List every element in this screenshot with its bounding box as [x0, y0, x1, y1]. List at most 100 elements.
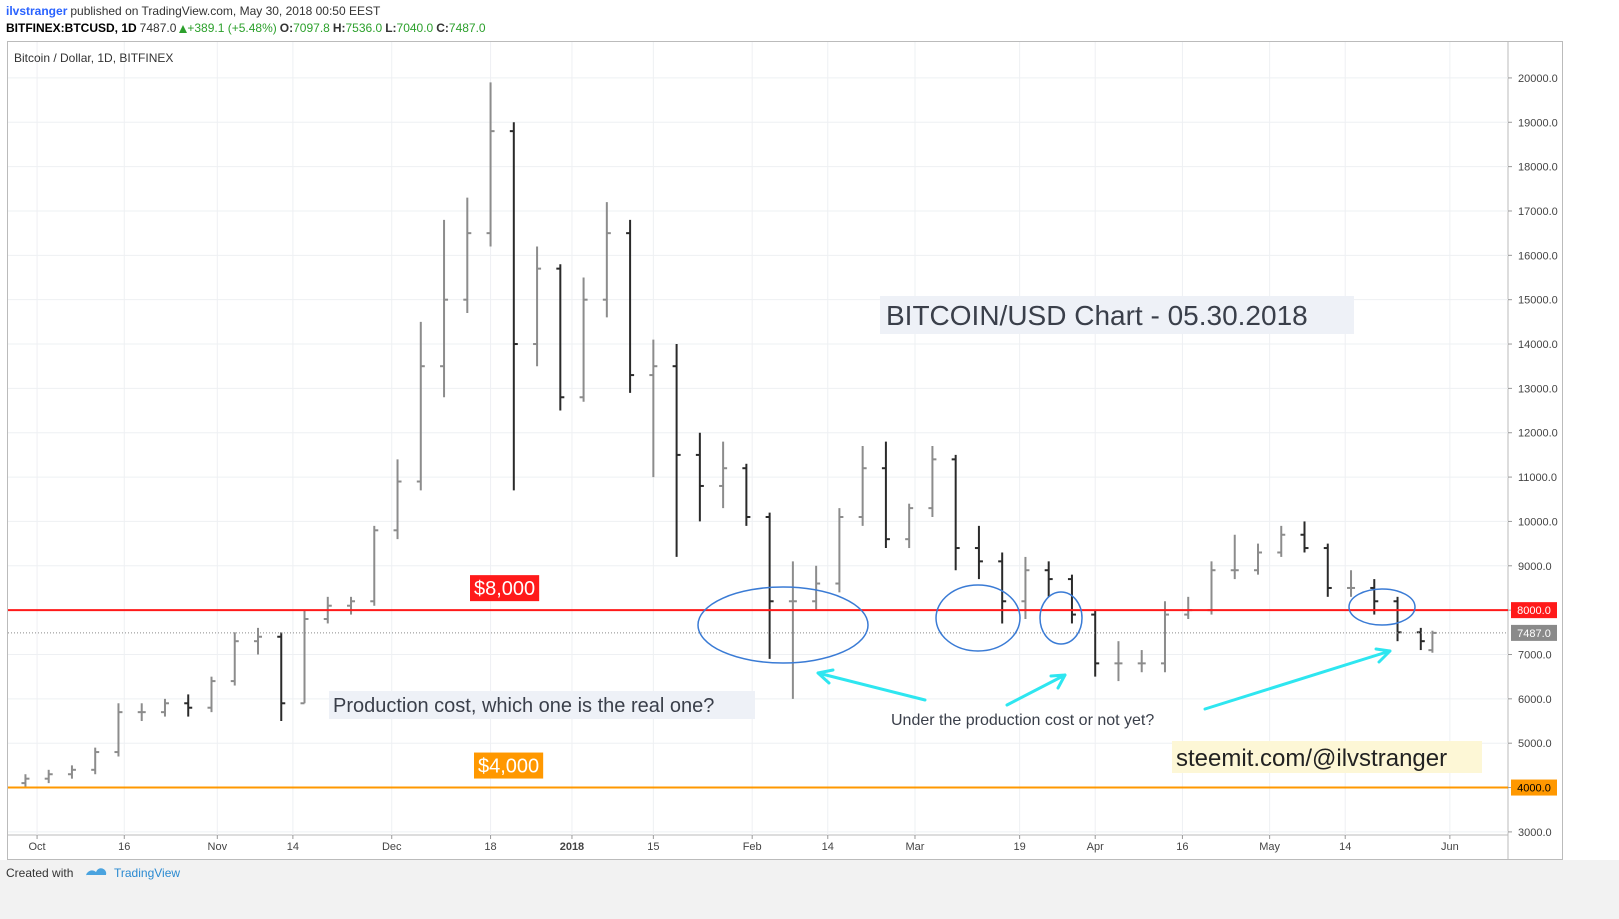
ohlc-bar — [277, 632, 286, 722]
up-arrow — [179, 24, 188, 33]
ohlc-bar — [137, 703, 146, 722]
y-tick-label: 14000.0 — [1518, 339, 1558, 351]
y-tick-label: 18000.0 — [1518, 162, 1558, 174]
y-tick-label: 7000.0 — [1518, 649, 1552, 661]
ohlc-bar — [300, 610, 309, 705]
ohlc-bar — [974, 525, 983, 580]
x-tick-label: 16 — [118, 841, 130, 853]
ohlc-bar — [695, 432, 704, 522]
ohlc-bar — [1323, 543, 1332, 597]
ohlc-bar — [905, 503, 914, 549]
ohlc-bar — [486, 82, 495, 247]
ohlc-bar — [1230, 534, 1239, 580]
ohlc-bar — [91, 747, 100, 775]
ohlc-bar — [742, 463, 751, 526]
ohlc-bar — [230, 632, 239, 686]
level-label-bg — [1511, 602, 1557, 619]
ohlc-bar — [160, 698, 169, 717]
author[interactable]: ilvstranger — [6, 4, 68, 18]
ohlc-bar — [881, 441, 890, 549]
c-label: C: — [436, 21, 449, 35]
y-tick-label: 17000.0 — [1518, 206, 1558, 218]
h-label: H: — [332, 21, 346, 35]
published: published on TradingView.com, May 30, 20… — [70, 4, 381, 18]
ohlc-bar — [440, 219, 449, 398]
x-tick-label: Feb — [743, 841, 762, 853]
ohlc-bar — [626, 219, 635, 393]
level-note-bg — [474, 752, 544, 779]
price-label-bg — [1511, 624, 1557, 641]
production-note-bg — [329, 691, 755, 719]
h: 7536.0 — [345, 21, 383, 35]
o: 7097.8 — [293, 21, 330, 35]
ohlc-bar — [672, 344, 681, 557]
y-tick-label: 12000.0 — [1518, 428, 1558, 440]
publish-line: ilvstranger published on TradingView.com,… — [6, 4, 383, 18]
ohlc-bar — [1393, 596, 1402, 642]
ohlc-bar — [812, 565, 821, 611]
x-tick-label: Nov — [208, 841, 228, 853]
last: 7487.0 — [139, 21, 177, 35]
footer-bg — [0, 860, 1619, 919]
ohlc-bar — [370, 525, 379, 606]
under-note: Under the production cost or not yet? — [891, 712, 1154, 729]
production-note: Production cost, which one is the real o… — [333, 695, 714, 717]
y-tick-label: 15000.0 — [1518, 295, 1558, 307]
footer-brand[interactable]: TradingView — [114, 866, 180, 880]
ohlc-bar — [579, 277, 588, 402]
circle — [935, 584, 1021, 652]
ohlc-bar — [602, 202, 611, 318]
steemit-bg — [1172, 741, 1482, 773]
ohlc-bar — [533, 246, 542, 367]
x-tick-label: 14 — [287, 841, 299, 853]
x-tick-label: 2018 — [560, 841, 584, 853]
ohlc-bar — [463, 197, 472, 313]
ohlc-bar — [1428, 630, 1437, 653]
ohlc-bar — [44, 769, 53, 784]
change: +389.1 (+5.48%) — [187, 21, 277, 35]
ohlc-bar — [1347, 570, 1356, 597]
circle — [1348, 588, 1416, 626]
ohlc-bar — [998, 552, 1007, 624]
pane-title: Bitcoin / Dollar, 1D, BITFINEX — [14, 51, 173, 65]
y-tick-label: 10000.0 — [1518, 516, 1558, 528]
main-note: BITCOIN/USD Chart - 05.30.2018 — [886, 300, 1308, 331]
arrow — [816, 668, 927, 702]
y-tick-label: 19000.0 — [1518, 117, 1558, 129]
x-tick-label: 15 — [647, 841, 659, 853]
x-tick-label: 19 — [1014, 841, 1026, 853]
ohlc-bar — [928, 446, 937, 518]
x-tick-label: Dec — [382, 841, 402, 853]
circle — [697, 586, 869, 664]
ohlc-bar — [1044, 561, 1053, 597]
level-note-bg — [470, 575, 540, 602]
x-tick-label: 14 — [822, 841, 834, 853]
ohlc-bar — [1370, 579, 1379, 615]
x-tick-label: 16 — [1176, 841, 1188, 853]
ohlc-bar — [1114, 641, 1123, 682]
ohlc-bar — [207, 676, 216, 713]
y-tick-label: 20000.0 — [1518, 73, 1558, 85]
ohlc-bar — [416, 321, 425, 491]
x-tick-label: 14 — [1339, 841, 1351, 853]
ohlc-bar — [1416, 627, 1425, 651]
circle — [1039, 591, 1083, 645]
ohlc-bar — [1300, 521, 1309, 553]
quote-line: BITFINEX:BTCUSD, 1D 7487.0 +389.1 (+5.48%)… — [6, 21, 489, 35]
price-label: 7487.0 — [1517, 628, 1551, 640]
main-note-bg — [880, 296, 1354, 334]
y-tick-label: 11000.0 — [1518, 472, 1557, 484]
level-note: $4,000 — [478, 756, 539, 778]
ohlc-bar — [649, 339, 658, 478]
ohlc-bar — [347, 596, 356, 615]
x-tick-label: May — [1259, 841, 1280, 853]
ohlc-bar — [1184, 596, 1193, 620]
circles — [697, 584, 1416, 664]
ohlc-bar — [1277, 525, 1286, 557]
ohlc-bar — [67, 765, 76, 779]
x-tick-label: Mar — [906, 841, 925, 853]
level-label: 8000.0 — [1517, 605, 1551, 617]
y-tick-label: 16000.0 — [1518, 250, 1558, 262]
ohlc-bar — [1207, 561, 1216, 615]
